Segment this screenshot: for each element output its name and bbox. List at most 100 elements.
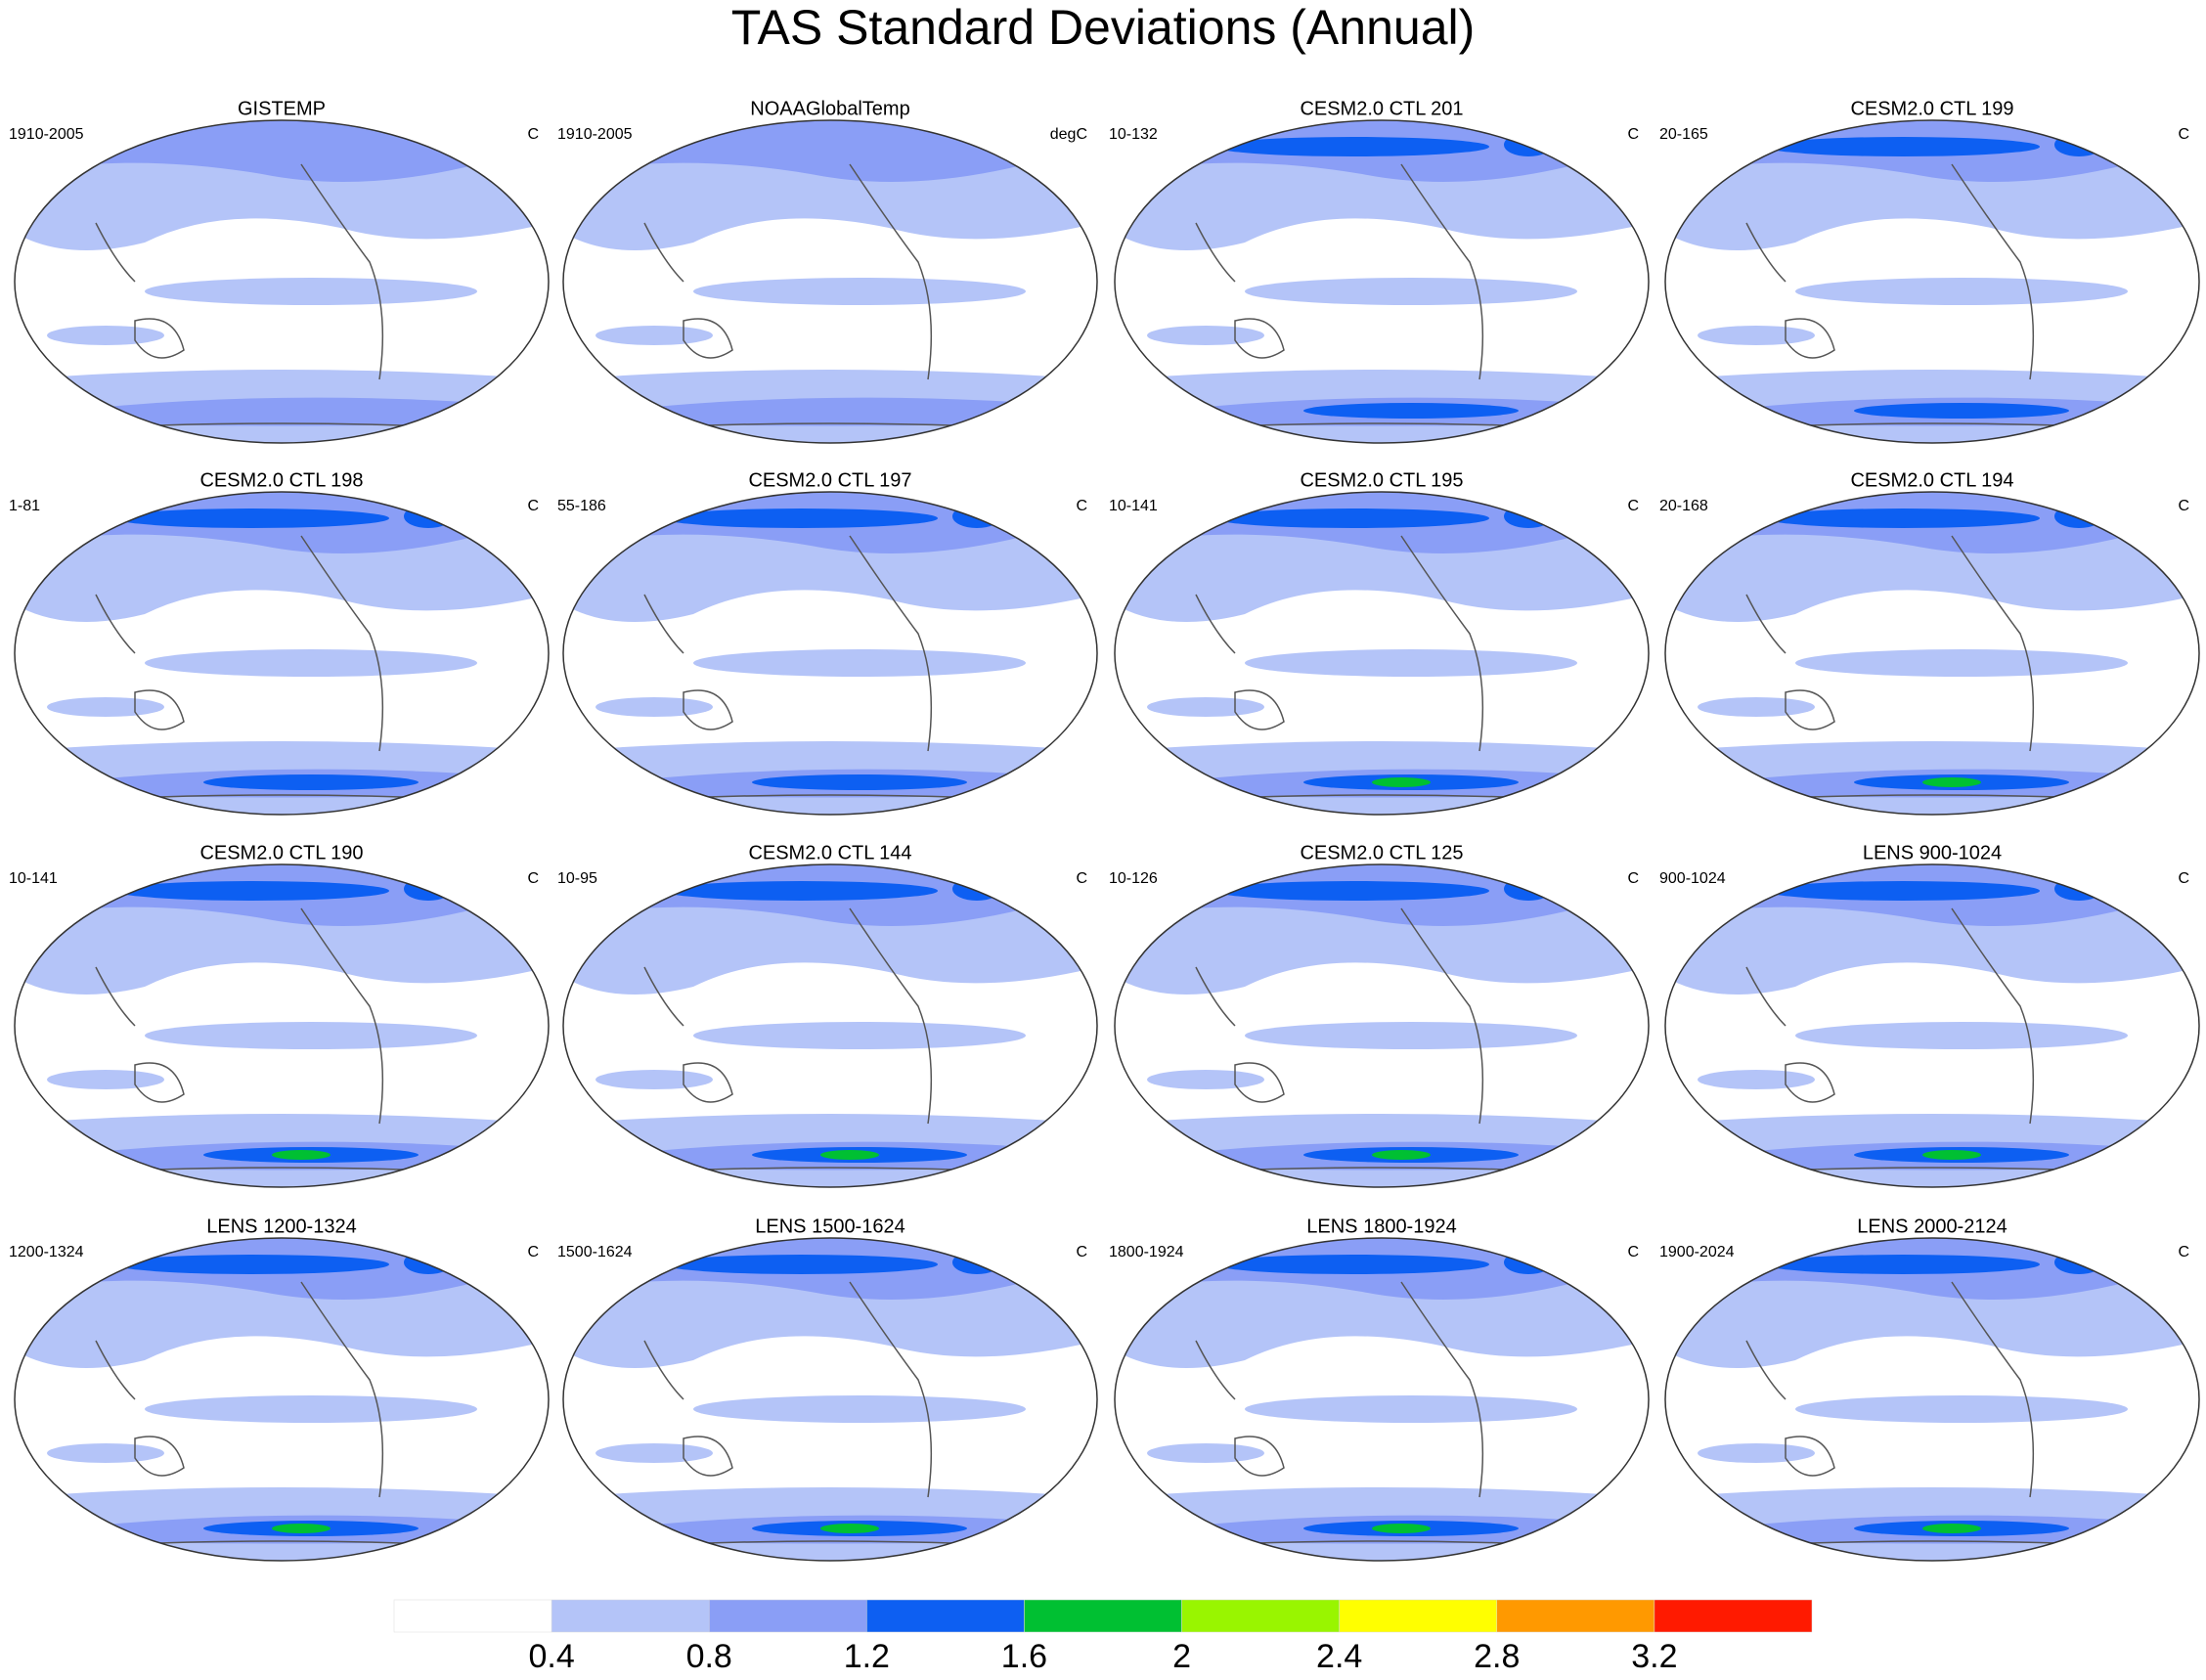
map-panel: CESM2.0 CTL 195 10-141 C bbox=[1109, 469, 1650, 816]
tropical-band bbox=[145, 649, 477, 677]
northern-core bbox=[2054, 1251, 2103, 1274]
northern-core bbox=[664, 1255, 938, 1274]
map-panel: CESM2.0 CTL 194 20-168 C bbox=[1659, 469, 2200, 816]
panel-right-label: C bbox=[527, 1244, 539, 1260]
map-outline bbox=[14, 1237, 550, 1562]
northern-peak bbox=[104, 871, 147, 887]
figure-title: TAS Standard Deviations (Annual) bbox=[731, 0, 1476, 55]
panel-title: CESM2.0 CTL 125 bbox=[1300, 842, 1463, 863]
panel-right-label: C bbox=[527, 126, 539, 143]
colorbar-box bbox=[1181, 1599, 1340, 1633]
tropical-band bbox=[693, 278, 1026, 305]
map-outline bbox=[562, 1237, 1098, 1562]
northern-core bbox=[1766, 137, 2040, 156]
map-field bbox=[15, 1238, 549, 1561]
coastline bbox=[634, 907, 1027, 1173]
colorbar-box bbox=[393, 1599, 552, 1633]
southern-high bbox=[86, 397, 497, 426]
tropical-band bbox=[693, 649, 1026, 677]
panel-left-label: 900-1024 bbox=[1659, 870, 1726, 887]
coastline bbox=[1736, 907, 2129, 1173]
northern-core bbox=[1215, 137, 1489, 156]
colorbar-label: 0.4 bbox=[528, 1638, 574, 1675]
map-field bbox=[1115, 864, 1649, 1187]
panel-left-label: 20-165 bbox=[1659, 126, 1708, 143]
coastline bbox=[1736, 1281, 2129, 1547]
map-panel: CESM2.0 CTL 197 55-186 C bbox=[557, 469, 1098, 816]
panel-title: CESM2.0 CTL 197 bbox=[748, 469, 911, 491]
panel-left-label: 1910-2005 bbox=[557, 126, 633, 143]
west-band bbox=[596, 326, 713, 345]
northern-core bbox=[2054, 505, 2103, 528]
tropical-band bbox=[145, 1395, 477, 1423]
southern-peak bbox=[820, 1524, 879, 1533]
map-outline bbox=[14, 863, 550, 1188]
coastline bbox=[634, 535, 1027, 801]
panel-title: LENS 1500-1624 bbox=[755, 1216, 904, 1237]
coastline bbox=[1185, 535, 1578, 801]
map-outline bbox=[1114, 863, 1650, 1188]
tropical-band bbox=[693, 1395, 1026, 1423]
map-outline bbox=[562, 863, 1098, 1188]
northern-core bbox=[1766, 881, 2040, 901]
coastline bbox=[85, 1281, 478, 1547]
southern-peak bbox=[1372, 1150, 1431, 1160]
colorbar-label: 2.8 bbox=[1474, 1638, 1520, 1675]
panel-right-label: C bbox=[2178, 126, 2189, 143]
panel-left-label: 10-141 bbox=[9, 870, 58, 887]
map-panel: LENS 1200-1324 1200-1324 C bbox=[9, 1216, 550, 1562]
panel-title: CESM2.0 CTL 201 bbox=[1300, 98, 1463, 119]
map-panel: CESM2.0 CTL 199 20-165 C bbox=[1659, 98, 2200, 444]
west-band bbox=[47, 326, 164, 345]
northern-core bbox=[1504, 133, 1553, 156]
map-field bbox=[1115, 120, 1649, 443]
southern-core bbox=[1303, 403, 1519, 419]
panel-title: CESM2.0 CTL 199 bbox=[1850, 98, 2013, 119]
coastline bbox=[1185, 907, 1578, 1173]
map-panel: LENS 900-1024 900-1024 C bbox=[1659, 842, 2200, 1188]
west-band bbox=[1147, 326, 1264, 345]
southern-peak bbox=[1922, 1524, 1981, 1533]
map-field bbox=[1115, 1238, 1649, 1561]
panel-right-label: degC bbox=[1050, 126, 1087, 143]
map-field bbox=[563, 1238, 1097, 1561]
map-field bbox=[1115, 492, 1649, 815]
northern-core bbox=[664, 881, 938, 901]
west-band bbox=[47, 1070, 164, 1089]
tropical-band bbox=[1245, 278, 1577, 305]
map-field bbox=[563, 120, 1097, 443]
colorbar-label: 2 bbox=[1172, 1638, 1191, 1675]
panel-right-label: C bbox=[1627, 870, 1639, 887]
panel-right-label: C bbox=[1076, 1244, 1087, 1260]
colorbar-label: 1.2 bbox=[844, 1638, 890, 1675]
map-outline bbox=[562, 119, 1098, 444]
northern-peak bbox=[1754, 499, 1797, 514]
northern-peak bbox=[1204, 1245, 1247, 1260]
southern-core bbox=[1854, 403, 2069, 419]
colorbar-box bbox=[1339, 1599, 1498, 1633]
northern-core bbox=[1504, 877, 1553, 901]
map-panel: CESM2.0 CTL 125 10-126 C bbox=[1109, 842, 1650, 1188]
map-panel: CESM2.0 CTL 144 10-95 C bbox=[557, 842, 1098, 1188]
tropical-band bbox=[1245, 1022, 1577, 1049]
tropical-band bbox=[1795, 1022, 2128, 1049]
panel-right-label: C bbox=[1076, 498, 1087, 514]
panel-title: LENS 1800-1924 bbox=[1306, 1216, 1456, 1237]
northern-peak bbox=[1754, 1245, 1797, 1260]
west-band bbox=[47, 1443, 164, 1463]
northern-core bbox=[1766, 508, 2040, 528]
northern-core bbox=[404, 877, 453, 901]
west-band bbox=[47, 697, 164, 717]
southern-core bbox=[203, 774, 419, 790]
coastline bbox=[634, 163, 1027, 429]
panel-left-label: 1-81 bbox=[9, 498, 40, 514]
panel-title: CESM2.0 CTL 198 bbox=[199, 469, 363, 491]
map-outline bbox=[14, 491, 550, 816]
map-panel: LENS 1500-1624 1500-1624 C bbox=[557, 1216, 1098, 1562]
colorbar-box bbox=[1654, 1599, 1813, 1633]
coastline bbox=[1185, 163, 1578, 429]
southern-peak bbox=[1922, 1150, 1981, 1160]
colorbar-label: 0.8 bbox=[686, 1638, 732, 1675]
